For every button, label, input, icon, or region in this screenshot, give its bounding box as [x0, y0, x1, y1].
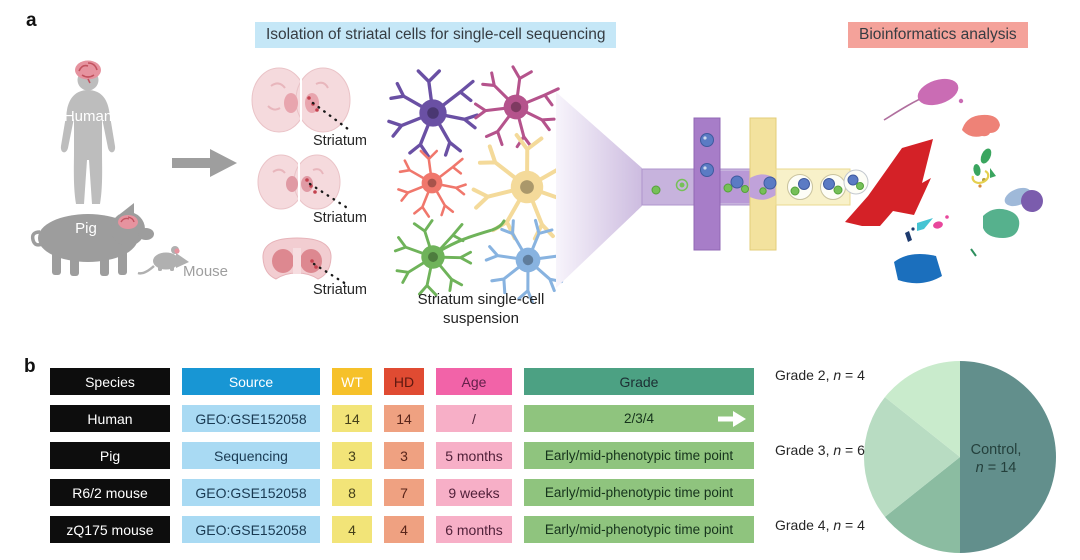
pig-silhouette — [30, 203, 154, 276]
table-row-pig: Pig Sequencing 3 3 5 months Early/mid-ph… — [50, 442, 754, 469]
cell-wt: 4 — [332, 516, 372, 543]
cell-source: GEO:GSE152058 — [182, 516, 320, 543]
umap-clusters — [845, 78, 1043, 284]
zoom-funnel — [556, 92, 642, 288]
table-row-human: Human GEO:GSE152058 14 14 / 2/3/4 — [50, 405, 754, 432]
cell-grade: Early/mid-phenotypic time point — [524, 442, 754, 469]
cell-grade: 2/3/4 — [524, 405, 754, 432]
brain-section-mouse — [262, 237, 348, 286]
grade-value: 2/3/4 — [623, 411, 655, 426]
human-brain-icon — [75, 60, 101, 84]
cell-age: 9 weeks — [436, 479, 512, 506]
grade-arrow-icon — [718, 411, 746, 427]
cell-hd: 3 — [384, 442, 424, 469]
cell-hd: 14 — [384, 405, 424, 432]
cell-species: zQ175 mouse — [50, 516, 170, 543]
cell-hd: 4 — [384, 516, 424, 543]
suspension-caption: Striatum single-cell suspension — [417, 291, 545, 327]
pig-brain-icon — [118, 215, 138, 229]
striatum-label-pig: Striatum — [313, 210, 367, 226]
header-wt: WT — [332, 368, 372, 395]
flow-arrow-icon — [172, 149, 237, 177]
cell-species: Pig — [50, 442, 170, 469]
cell-species: R6/2 mouse — [50, 479, 170, 506]
banner-bioinformatics: Bioinformatics analysis — [848, 22, 1028, 48]
cell-grade: Early/mid-phenotypic time point — [524, 516, 754, 543]
header-species: Species — [50, 368, 170, 395]
pie-label-control: Control, n = 14 — [970, 442, 1022, 477]
panel-a-label: a — [26, 10, 37, 31]
samples-table: Species Source WT HD Age Grade Human GEO… — [50, 368, 754, 553]
mouse-brain-icon — [174, 248, 180, 254]
striatum-label-mouse: Striatum — [313, 282, 367, 298]
human-silhouette — [60, 69, 116, 204]
pie-label-grade3: Grade 3, n = 6 — [775, 442, 865, 458]
table-header-row: Species Source WT HD Age Grade — [50, 368, 754, 395]
panel-b-label: b — [24, 356, 36, 377]
pie-slice-grade-4 — [884, 457, 960, 553]
human-label: Human — [63, 108, 113, 125]
cell-source: GEO:GSE152058 — [182, 479, 320, 506]
pie-label-grade4: Grade 4, n = 4 — [775, 517, 865, 533]
brain-section-pig — [257, 154, 351, 211]
microfluidic-chip — [641, 117, 869, 251]
cell-age: 6 months — [436, 516, 512, 543]
cell-age: 5 months — [436, 442, 512, 469]
cell-wt: 3 — [332, 442, 372, 469]
pig-label: Pig — [75, 220, 97, 237]
cell-hd: 7 — [384, 479, 424, 506]
brain-section-human — [251, 67, 354, 134]
pie-label-grade2: Grade 2, n = 4 — [775, 367, 865, 383]
cell-species: Human — [50, 405, 170, 432]
cell-source: Sequencing — [182, 442, 320, 469]
pie-slice-grade-2 — [884, 361, 960, 457]
header-age: Age — [436, 368, 512, 395]
cell-wt: 8 — [332, 479, 372, 506]
mouse-silhouette — [137, 246, 189, 275]
neuron-cells — [387, 58, 588, 317]
pie-slice-control — [960, 361, 1056, 553]
cell-source: GEO:GSE152058 — [182, 405, 320, 432]
cell-wt: 14 — [332, 405, 372, 432]
cell-age: / — [436, 405, 512, 432]
mouse-label: Mouse — [183, 263, 229, 280]
header-source: Source — [182, 368, 320, 395]
pie-chart — [863, 361, 1056, 553]
striatum-label-human: Striatum — [313, 133, 367, 149]
table-row-r62-mouse: R6/2 mouse GEO:GSE152058 8 7 9 weeks Ear… — [50, 479, 754, 506]
banner-isolation: Isolation of striatal cells for single-c… — [255, 22, 617, 48]
header-hd: HD — [384, 368, 424, 395]
table-row-zq175-mouse: zQ175 mouse GEO:GSE152058 4 4 6 months E… — [50, 516, 754, 543]
header-grade: Grade — [524, 368, 754, 395]
pie-slice-grade-3 — [863, 397, 960, 517]
cell-grade: Early/mid-phenotypic time point — [524, 479, 754, 506]
panel-a-illustration — [30, 58, 1043, 317]
